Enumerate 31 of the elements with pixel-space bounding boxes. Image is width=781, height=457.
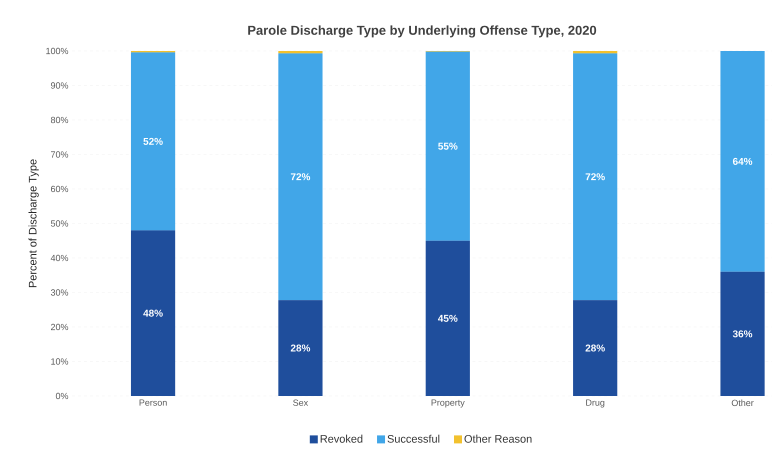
x-tick-label: Other xyxy=(732,400,754,406)
data-label: 28% xyxy=(586,344,605,352)
x-tick-label: Property xyxy=(432,400,465,408)
x-tick-label: Sex xyxy=(293,400,308,406)
chart-title: Parole Discharge Type by Underlying Offense Type, 2020 xyxy=(248,25,596,38)
y-tick-label: 0% xyxy=(56,392,68,400)
y-tick-label: 90% xyxy=(50,82,68,89)
y-tick-label: 30% xyxy=(50,289,68,296)
legend-label: Successful xyxy=(388,434,440,443)
y-tick-label: 100% xyxy=(46,48,68,54)
data-label: 52% xyxy=(143,138,163,145)
y-tick-label: 70% xyxy=(50,151,68,158)
data-label: 28% xyxy=(290,344,310,352)
y-tick-label: 80% xyxy=(50,116,68,124)
data-label: 64% xyxy=(732,158,752,165)
y-tick-label: 50% xyxy=(50,220,68,227)
x-tick-label: Drug xyxy=(586,400,604,408)
y-tick-label: 40% xyxy=(50,254,68,262)
x-tick-label: Person xyxy=(140,400,167,406)
y-tick-label: 20% xyxy=(50,324,68,330)
y-tick-label: 10% xyxy=(51,358,68,365)
data-label: 55% xyxy=(438,142,458,150)
data-label: 72% xyxy=(586,173,605,180)
legend-label: Revoked xyxy=(320,434,362,443)
y-axis-title: Percent of Discharge Type xyxy=(28,159,39,288)
data-label: 36% xyxy=(732,330,752,338)
data-label: 48% xyxy=(143,310,163,317)
data-label: 72% xyxy=(290,173,310,180)
legend-label: Other Reason xyxy=(464,434,532,443)
data-label: 45% xyxy=(438,314,458,322)
y-tick-label: 60% xyxy=(50,186,68,192)
